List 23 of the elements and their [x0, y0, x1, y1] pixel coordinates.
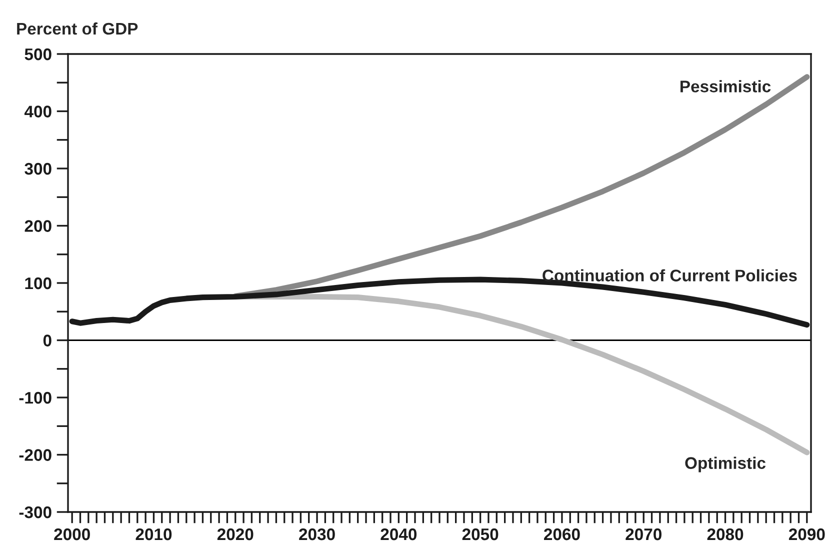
x-tick-label: 2050	[462, 528, 498, 540]
x-tick-label: 2040	[380, 528, 417, 540]
y-tick-label: -300	[19, 506, 52, 518]
x-tick-label: 2090	[788, 528, 825, 540]
x-tick-label: 2070	[626, 528, 662, 540]
x-tick-label: 2010	[136, 528, 172, 540]
y-tick-label: 400	[24, 106, 52, 118]
x-tick-label: 2000	[54, 528, 90, 540]
y-axis-title: Percent of GDP	[17, 22, 138, 35]
series-label: Pessimistic	[680, 80, 771, 92]
y-tick-label: 200	[24, 220, 52, 232]
series-label: Continuation of Current Policies	[542, 269, 797, 282]
x-tick-label: 2080	[707, 528, 744, 540]
y-tick-label: 500	[24, 48, 52, 60]
series-label: Optimistic	[685, 456, 766, 472]
y-tick-label: 0	[43, 334, 52, 346]
y-tick-label: -200	[19, 449, 52, 461]
y-tick-label: 100	[25, 277, 52, 290]
y-tick-label: 300	[24, 162, 52, 175]
x-tick-label: 2030	[299, 528, 335, 540]
y-tick-label: -100	[19, 392, 52, 404]
x-tick-label: 2060	[544, 528, 580, 540]
x-tick-label: 2020	[217, 528, 254, 540]
